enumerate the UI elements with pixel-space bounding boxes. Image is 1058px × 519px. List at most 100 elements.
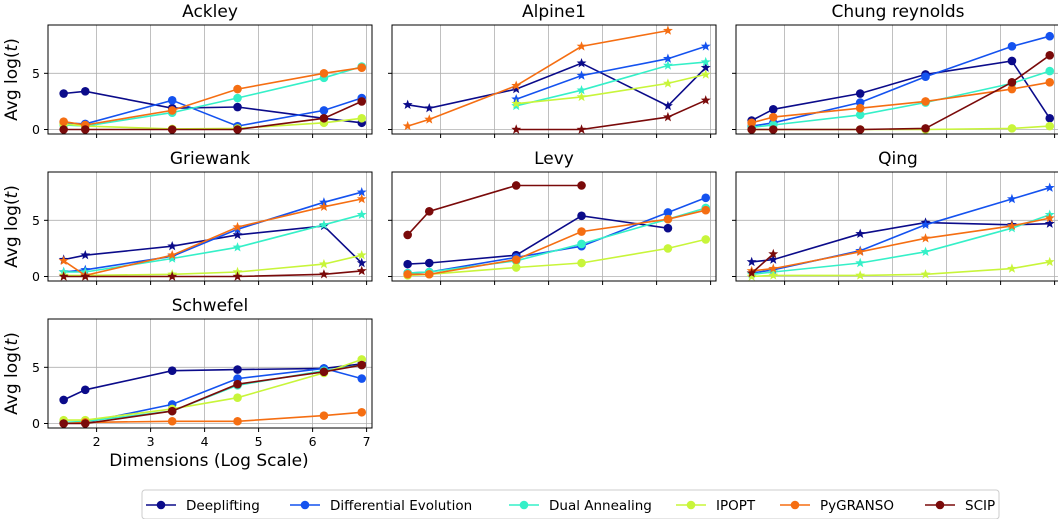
series-ipopt [746, 256, 1055, 281]
data-point [920, 246, 931, 256]
series-line [751, 217, 1050, 272]
data-point [576, 124, 587, 134]
subplot-title: Schwefel [172, 296, 248, 316]
axes-frame [391, 171, 717, 282]
data-point [921, 97, 930, 106]
series-pygranso [59, 63, 367, 130]
series-line [63, 364, 362, 425]
series-pygranso [747, 78, 1055, 128]
data-point [167, 95, 177, 105]
data-point [319, 411, 329, 420]
data-point [511, 255, 521, 264]
data-point [356, 193, 367, 204]
y-tick-label: 5 [32, 66, 40, 81]
data-point [1007, 220, 1017, 231]
series-pygranso [402, 25, 673, 131]
data-point [319, 219, 329, 229]
series-line [751, 261, 1050, 278]
data-point [1007, 78, 1017, 87]
data-point [1007, 84, 1017, 94]
x-axis-label: Dimensions (Log Scale) [109, 451, 308, 471]
series-ipopt [747, 121, 1055, 134]
data-point [232, 271, 243, 281]
subplot-title: Chung reynolds [831, 2, 964, 22]
series-differential-evolution [59, 93, 367, 131]
data-point [747, 118, 756, 128]
subplot-alpine1: Alpine1 [388, 2, 717, 138]
data-point [80, 419, 90, 428]
data-point [233, 393, 242, 402]
data-point [577, 258, 586, 268]
series-deeplifting [59, 359, 367, 405]
data-point [58, 255, 69, 265]
data-point [511, 83, 522, 94]
data-point [167, 253, 178, 263]
y-tick-label: 0 [32, 269, 40, 284]
series-line [516, 73, 706, 105]
data-point [1045, 31, 1055, 41]
data-point [356, 187, 367, 197]
subplot-title: Qing [878, 149, 918, 169]
legend-label: IPOPT [716, 498, 756, 514]
subplot-levy: Levy [388, 149, 717, 285]
data-point [233, 84, 242, 94]
y-axis-label: Avg log(t) [2, 185, 22, 268]
data-point [357, 407, 367, 417]
data-point [233, 365, 242, 374]
subplot-title: Griewank [170, 149, 250, 169]
axes-frame [735, 24, 1058, 135]
data-point [1007, 193, 1017, 204]
data-point [167, 406, 177, 416]
legend-label: SCIP [965, 498, 995, 514]
data-point [663, 244, 673, 253]
series-line [751, 213, 1050, 276]
data-point [233, 125, 242, 134]
series-scip [511, 95, 711, 134]
data-point [424, 114, 435, 124]
series-dual-annealing [747, 66, 1055, 132]
legend-entry: SCIP [925, 498, 995, 514]
data-point [701, 205, 711, 215]
subplot-schwefel: 2 3 4 5 6 7 0 5 Schwefel Avg log(t) [2, 296, 373, 449]
legend-entry: PyGRANSO [780, 498, 894, 514]
data-point [700, 41, 711, 51]
data-point [920, 219, 931, 229]
data-point [663, 223, 673, 233]
data-point [1045, 51, 1055, 60]
legend-box [141, 489, 1000, 519]
data-point [576, 70, 587, 80]
data-point [920, 269, 931, 279]
data-point [768, 104, 778, 114]
data-point [167, 366, 177, 375]
data-point [424, 269, 434, 279]
data-point [232, 229, 243, 240]
series-line [63, 270, 362, 278]
series-line [63, 198, 362, 277]
legend-entry: Deeplifting [146, 498, 260, 514]
data-point [1007, 56, 1017, 66]
data-point [59, 395, 68, 405]
series-line [751, 253, 774, 274]
data-point [357, 97, 367, 106]
data-point [1045, 121, 1055, 131]
data-point [424, 103, 435, 113]
data-point [319, 201, 329, 211]
legend: Deeplifting Differential Evolution Dual An… [141, 489, 1000, 519]
data-point [576, 58, 587, 68]
legend-label: Deeplifting [186, 498, 260, 514]
data-point [768, 125, 778, 134]
data-point [80, 250, 91, 260]
data-point [59, 125, 68, 134]
axes-frame [47, 24, 373, 135]
data-point [511, 124, 522, 134]
series-line [63, 191, 362, 273]
legend-label: PyGRANSO [820, 498, 894, 514]
series-line [407, 197, 706, 274]
data-point [357, 63, 367, 73]
series-deeplifting [58, 220, 367, 268]
y-tick-label: 0 [32, 416, 40, 431]
data-point [233, 93, 242, 103]
data-point [855, 270, 866, 280]
series-line [751, 70, 1050, 129]
subplot-title: Levy [534, 149, 574, 169]
